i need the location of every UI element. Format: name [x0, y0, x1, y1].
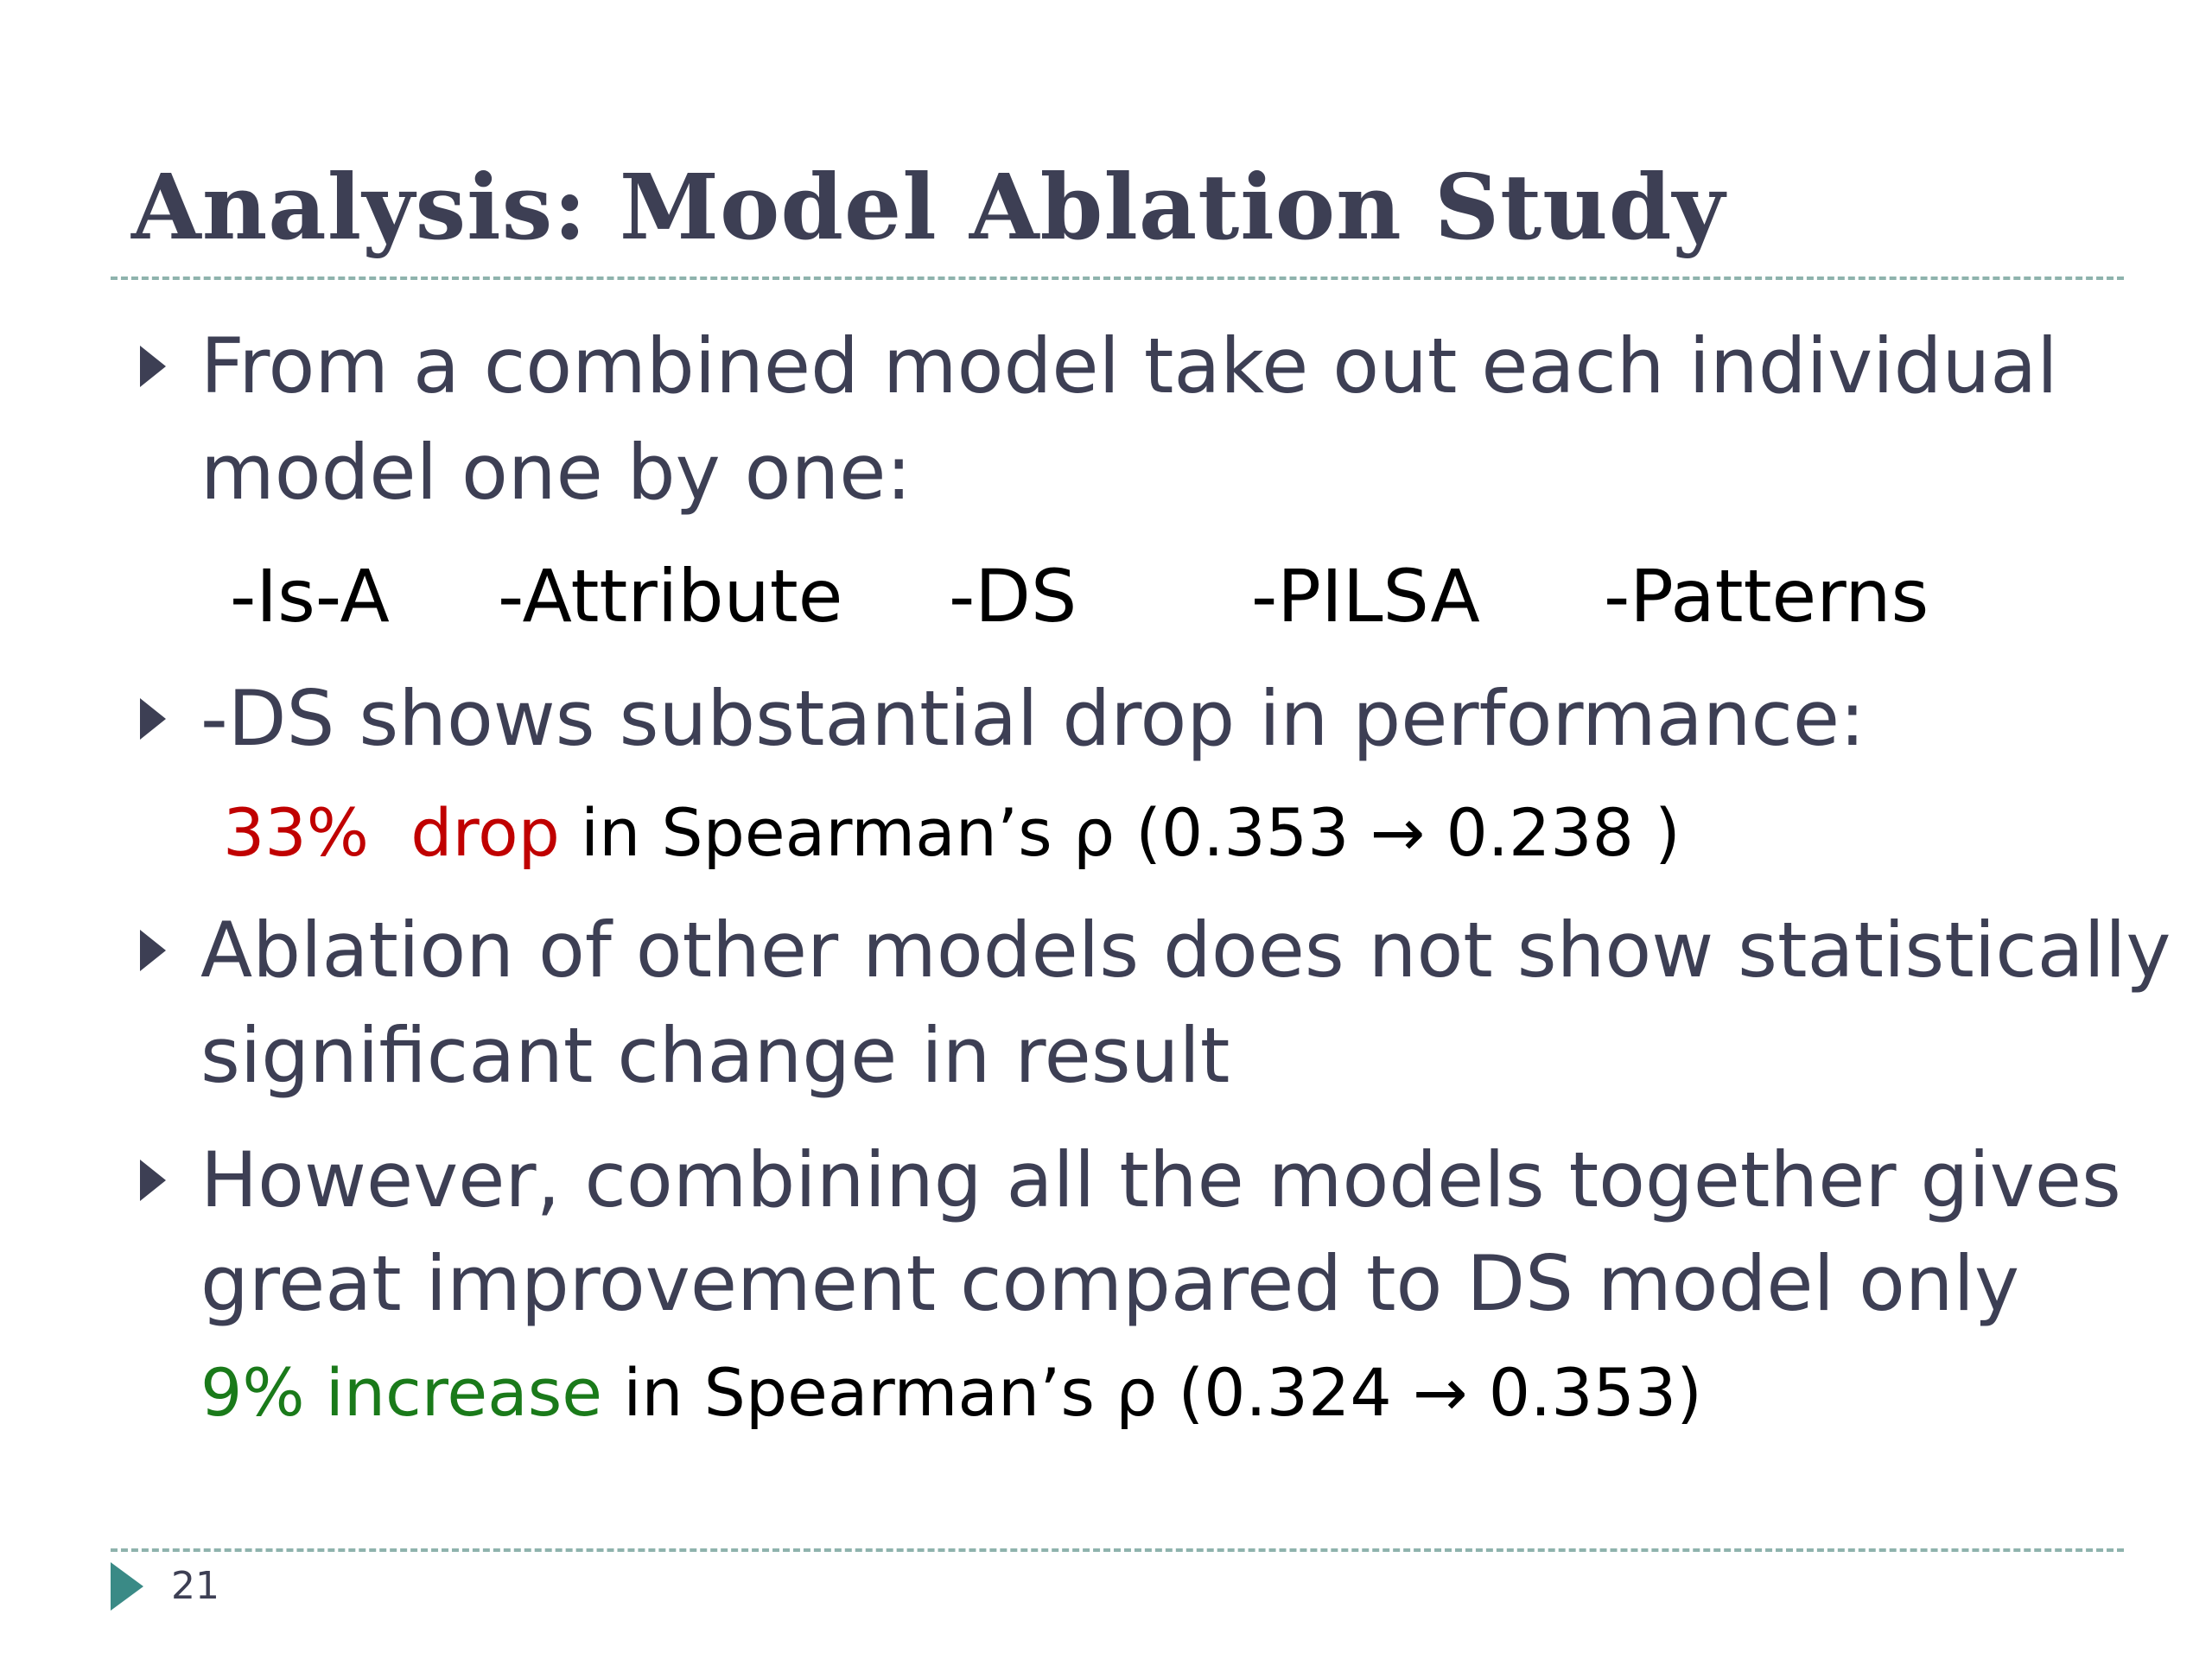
- footer-divider: [111, 1548, 2124, 1552]
- slide-title: Analysis: Model Ablation Study: [131, 154, 1726, 260]
- bullet-3-line-1: Ablation of other models does not show s…: [200, 906, 2171, 995]
- footer-marker-icon: [111, 1562, 143, 1611]
- bullet-arrow-icon: [140, 1160, 166, 1201]
- model-item-is-a: -Is-A: [230, 554, 390, 639]
- bullet-arrow-icon: [140, 346, 166, 387]
- bullet-arrow-icon: [140, 930, 166, 971]
- model-item-attribute: -Attribute: [498, 554, 843, 639]
- page-number: 21: [171, 1564, 219, 1608]
- model-item-pilsa: -PILSA: [1251, 554, 1480, 639]
- model-item-patterns: -Patterns: [1604, 554, 1929, 639]
- bullet-4-line-1: However, combining all the models togeth…: [200, 1135, 2121, 1224]
- bullet-4-line-2: great improvement compared to DS model o…: [200, 1239, 2020, 1328]
- bullet-2-line-1: -DS shows substantial drop in performanc…: [200, 674, 1866, 763]
- increase-highlight: 9% increase: [200, 1354, 603, 1431]
- increase-note: 9% increase in Spearman’s ρ (0.324 → 0.3…: [200, 1360, 1702, 1426]
- drop-word: drop: [410, 794, 560, 871]
- bullet-3-line-2: significant change in result: [200, 1011, 1230, 1100]
- bullet-arrow-icon: [140, 698, 166, 740]
- increase-detail: in Spearman’s ρ (0.324 → 0.353): [602, 1354, 1702, 1431]
- model-item-ds: -DS: [949, 554, 1077, 639]
- bullet-1-line-2: model one by one:: [200, 428, 912, 517]
- bullet-1-line-1: From a combined model take out each indi…: [200, 321, 2058, 410]
- title-divider: [111, 276, 2124, 280]
- drop-note: 33% drop in Spearman’s ρ (0.353 → 0.238 …: [223, 800, 1681, 866]
- drop-detail: in Spearman’s ρ (0.353 → 0.238 ): [559, 794, 1681, 871]
- drop-percent: 33%: [223, 794, 369, 871]
